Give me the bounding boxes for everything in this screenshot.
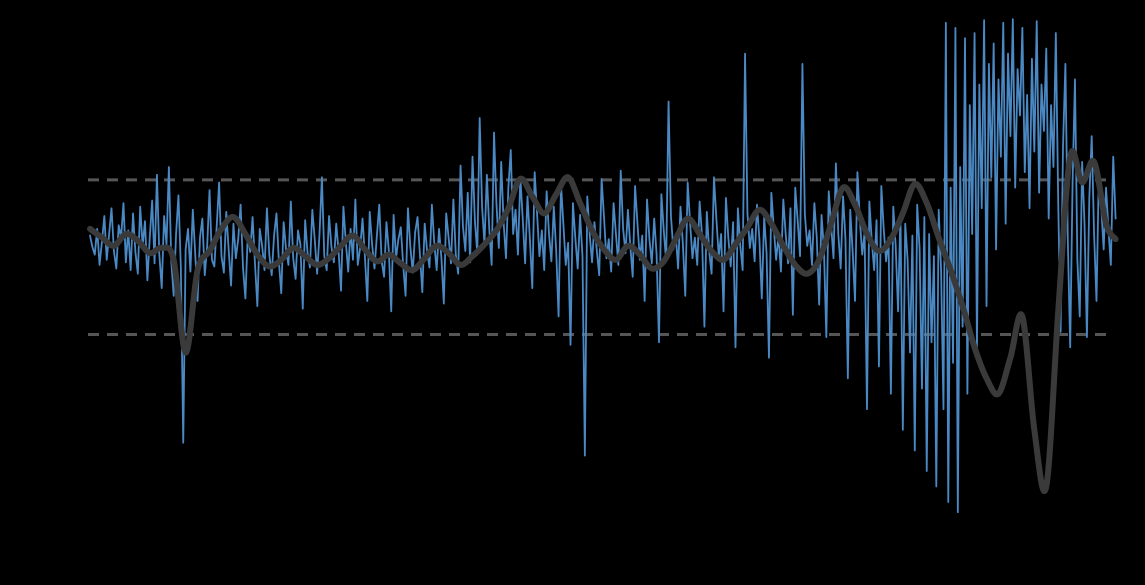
series-line-smoothed [87,148,1119,494]
series-line-raw [89,18,1117,514]
series-group [87,18,1119,514]
